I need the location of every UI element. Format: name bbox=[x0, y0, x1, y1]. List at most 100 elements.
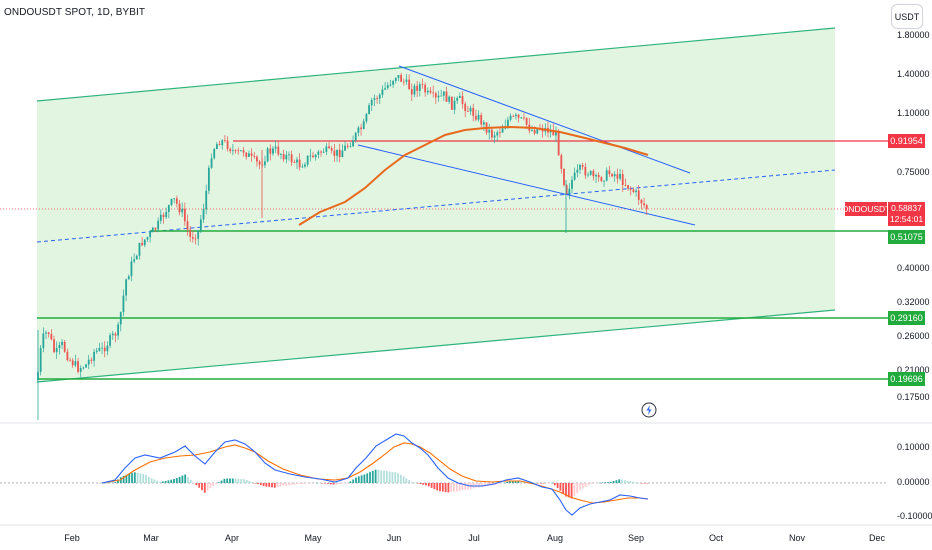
macd-histogram-bar bbox=[377, 469, 380, 483]
macd-histogram-bar bbox=[411, 482, 413, 483]
macd-histogram-bar bbox=[399, 474, 402, 483]
macd-histogram-bar bbox=[612, 481, 615, 483]
candle-body bbox=[189, 229, 192, 238]
candle-body bbox=[555, 130, 557, 136]
candle-body bbox=[109, 335, 111, 346]
candle-body bbox=[573, 172, 576, 180]
macd-histogram-bar bbox=[587, 483, 590, 486]
candle-body bbox=[592, 170, 595, 177]
candle-body bbox=[474, 115, 477, 120]
candle-body bbox=[352, 140, 354, 147]
macd-histogram-bar bbox=[201, 483, 203, 491]
bar-countdown: 12:54:01 bbox=[889, 214, 924, 224]
candle-body bbox=[584, 166, 587, 176]
macd-histogram-bar bbox=[447, 483, 450, 493]
macd-histogram-bar bbox=[413, 482, 416, 484]
time-tick-label: Apr bbox=[224, 533, 240, 543]
candle-body bbox=[645, 205, 648, 210]
macd-histogram-bar bbox=[371, 470, 374, 483]
candle-body bbox=[418, 84, 421, 91]
ascending-channel[interactable] bbox=[36, 27, 836, 383]
candle-body bbox=[173, 198, 176, 200]
macd-histogram-bar bbox=[374, 469, 377, 483]
macd-histogram-bar bbox=[394, 472, 397, 483]
time-tick-label: Mar bbox=[143, 533, 159, 543]
candle-body bbox=[226, 140, 229, 149]
macd-histogram-bar bbox=[537, 483, 539, 484]
candle-body bbox=[365, 113, 368, 122]
macd-histogram-bar bbox=[363, 474, 366, 483]
lightning-icon[interactable] bbox=[641, 402, 657, 418]
macd-histogram-bar bbox=[621, 479, 623, 483]
candle-body bbox=[55, 348, 58, 353]
candle-body bbox=[336, 149, 338, 156]
candle-body bbox=[624, 185, 627, 186]
macd-histogram-bar bbox=[212, 483, 215, 486]
macd-histogram-bar bbox=[369, 472, 371, 483]
candle-body bbox=[424, 84, 427, 93]
macd-histogram-bar bbox=[131, 473, 133, 483]
macd-histogram-bar bbox=[380, 470, 383, 483]
candle-body bbox=[258, 161, 261, 165]
candle-body bbox=[605, 170, 608, 181]
candle-body bbox=[437, 95, 440, 98]
candle-body bbox=[392, 80, 395, 85]
macd-histogram-bar bbox=[206, 483, 209, 491]
macd-histogram-bar bbox=[299, 483, 301, 484]
macd-histogram-bar bbox=[108, 482, 111, 484]
candle-body bbox=[627, 185, 629, 189]
candle-body bbox=[389, 84, 392, 86]
candle-body bbox=[394, 77, 397, 81]
time-tick-label: May bbox=[304, 533, 322, 543]
candle-body bbox=[477, 114, 480, 120]
candle-body bbox=[410, 89, 413, 95]
candle-body bbox=[349, 146, 352, 148]
macd-histogram-bar bbox=[643, 483, 646, 484]
candle-body bbox=[312, 155, 314, 158]
candle-body bbox=[143, 239, 146, 246]
candle-body bbox=[384, 88, 386, 90]
time-tick-label: Oct bbox=[708, 533, 724, 543]
candle-body bbox=[501, 128, 504, 133]
candle-body bbox=[533, 129, 536, 134]
macd-tick-label: 0.00000 bbox=[897, 477, 930, 487]
candle-body bbox=[330, 148, 333, 151]
candle-body bbox=[272, 148, 274, 154]
macd-histogram-bar bbox=[430, 483, 433, 488]
candle-body bbox=[90, 359, 93, 361]
macd-histogram-bar bbox=[332, 483, 335, 485]
candle-body bbox=[264, 161, 266, 166]
candle-body bbox=[194, 238, 197, 240]
candle-body bbox=[552, 130, 555, 136]
macd-histogram-bar bbox=[268, 483, 271, 487]
candle-body bbox=[333, 150, 336, 156]
candle-body bbox=[413, 85, 416, 95]
macd-histogram-bar bbox=[450, 483, 453, 492]
candle-body bbox=[421, 84, 424, 86]
candle-body bbox=[157, 220, 160, 230]
candle-body bbox=[309, 155, 312, 157]
macd-histogram-bar bbox=[187, 477, 189, 483]
time-tick-label: Sep bbox=[627, 533, 645, 543]
macd-histogram-bar bbox=[276, 483, 279, 488]
symbol-title[interactable]: ONDOUSDT SPOT, 1D, BYBIT bbox=[4, 7, 146, 18]
drawing-layer[interactable] bbox=[0, 65, 888, 380]
candle-body bbox=[93, 351, 95, 361]
candle-body bbox=[106, 345, 109, 352]
candle-body bbox=[221, 140, 224, 146]
candle-body bbox=[242, 150, 245, 153]
candle-body bbox=[103, 347, 106, 352]
candle-body bbox=[210, 158, 213, 168]
macd-histogram-bar bbox=[324, 483, 327, 484]
candle-body bbox=[237, 150, 240, 152]
macd-histogram-bar bbox=[486, 483, 489, 487]
currency-button[interactable]: USDT bbox=[891, 4, 923, 29]
macd-histogram-bar bbox=[539, 483, 542, 484]
macd-histogram-bar bbox=[520, 481, 523, 483]
candle-body bbox=[515, 114, 517, 117]
candle-body bbox=[248, 153, 250, 157]
candle-body bbox=[215, 144, 218, 149]
macd-histogram-bar bbox=[629, 481, 632, 483]
